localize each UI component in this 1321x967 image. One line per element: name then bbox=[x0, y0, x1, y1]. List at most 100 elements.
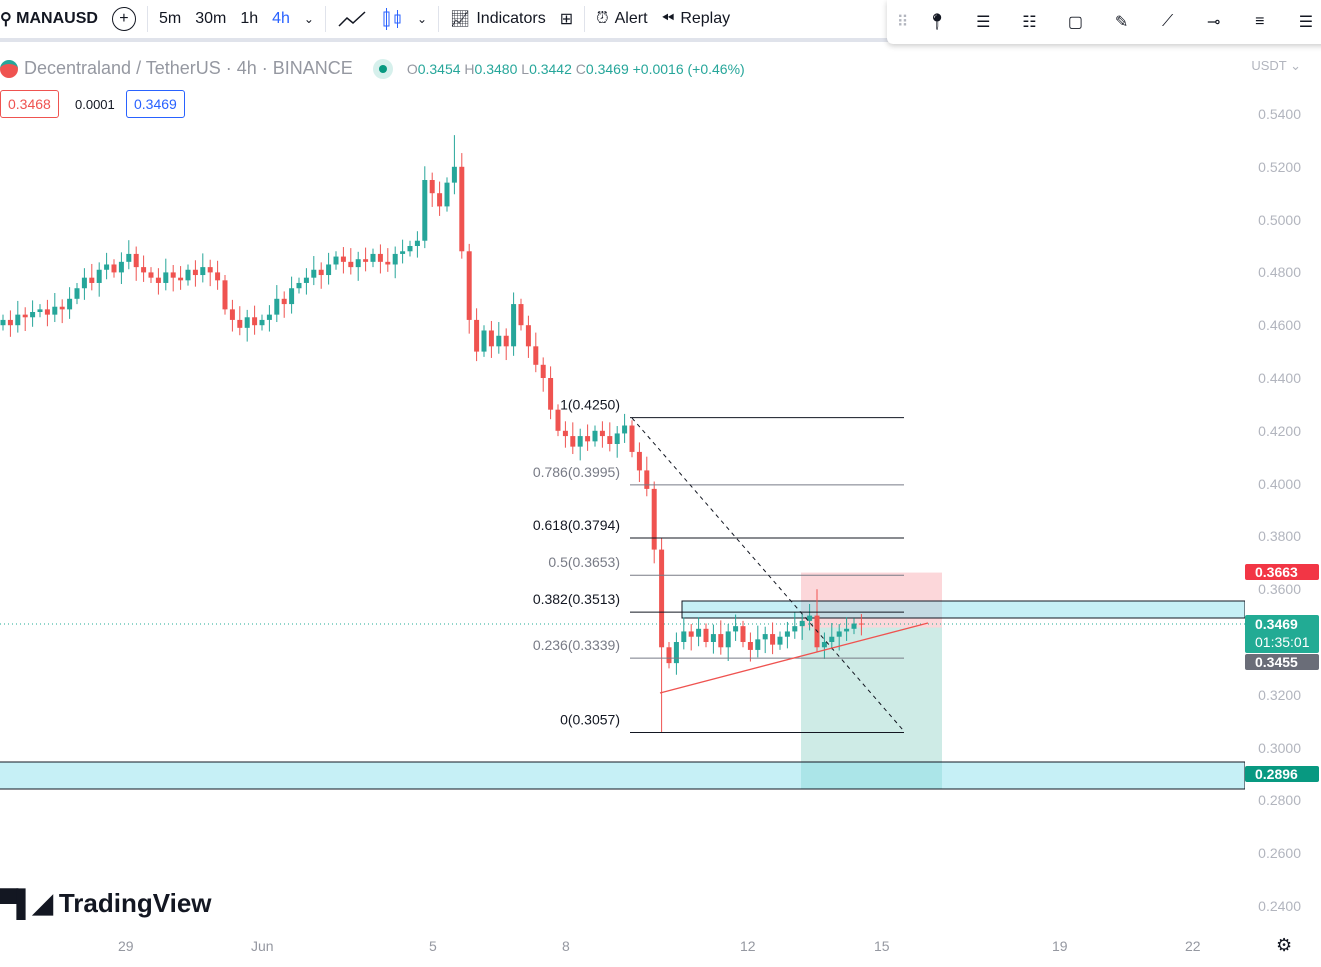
settings-gear-icon[interactable]: ⚙︎ bbox=[1276, 935, 1293, 955]
entry-price-tag: 0.3455 bbox=[1245, 654, 1319, 670]
parallel-channel-icon[interactable]: ☷ bbox=[1022, 14, 1037, 31]
candle-body bbox=[67, 298, 73, 310]
candle-body bbox=[326, 264, 332, 276]
chart-type-dropdown[interactable]: ⌄ bbox=[410, 0, 434, 38]
candle-body bbox=[229, 309, 235, 320]
candle-body bbox=[844, 628, 850, 632]
alert-button[interactable]: ⏰︎ Alert bbox=[589, 0, 654, 38]
candle-body bbox=[474, 319, 480, 352]
compare-button[interactable]: + bbox=[105, 0, 143, 38]
candle-body bbox=[244, 317, 250, 328]
indicators-icon: 📈︎ bbox=[450, 11, 471, 28]
replay-label: Replay bbox=[680, 10, 731, 27]
candle-body bbox=[488, 330, 494, 347]
indicators-button[interactable]: 📈︎ Indicators bbox=[443, 0, 553, 38]
candle-body bbox=[784, 631, 790, 637]
search-icon: ⚲ bbox=[0, 11, 17, 28]
candle-body bbox=[74, 288, 80, 299]
layouts-button[interactable]: ⊞ bbox=[553, 0, 580, 38]
candle-body bbox=[659, 549, 665, 648]
rectangle-icon[interactable]: ▢ bbox=[1067, 14, 1084, 31]
candle-body bbox=[710, 634, 716, 642]
trend-line-icon[interactable]: ⟋ bbox=[1162, 13, 1174, 30]
time-tick: 19 bbox=[1052, 938, 1068, 954]
price-tick: 0.2400 bbox=[1258, 898, 1301, 914]
drawing-toolbar: ⠿ 📍︎ ☰ ☷ ▢ ✎ ⟋ ⊸ ≡ ☰ bbox=[887, 0, 1321, 44]
price-tick: 0.4000 bbox=[1258, 475, 1301, 492]
candle-body bbox=[259, 319, 265, 326]
candle-body bbox=[533, 346, 539, 365]
candle-body bbox=[622, 425, 628, 434]
candle-body bbox=[385, 261, 391, 265]
candle-body bbox=[725, 631, 731, 648]
candle-body bbox=[311, 269, 317, 278]
price-tick: 0.5200 bbox=[1258, 158, 1301, 175]
time-tick: 12 bbox=[740, 938, 756, 954]
support-zone bbox=[0, 761, 1245, 790]
candle-body bbox=[141, 267, 147, 273]
candle-body bbox=[703, 628, 709, 642]
candle-body bbox=[400, 251, 406, 254]
chevron-down-icon: ⌄ bbox=[303, 12, 314, 26]
line-chart-button[interactable] bbox=[330, 0, 374, 38]
candle-body bbox=[355, 259, 361, 268]
currency-selector[interactable]: USDT ⌄ bbox=[1251, 58, 1301, 73]
candle-body bbox=[681, 631, 687, 642]
candle-body bbox=[303, 277, 309, 283]
time-tick: 5 bbox=[429, 938, 437, 954]
interval-30m[interactable]: 30m bbox=[195, 10, 227, 27]
symbol-search[interactable]: ⚲ MANAUSD bbox=[0, 0, 105, 38]
pin-icon[interactable]: 📍︎ bbox=[927, 14, 948, 31]
symbol-logo-icon bbox=[0, 59, 18, 78]
candle-body bbox=[607, 436, 613, 444]
candle-body bbox=[666, 647, 672, 664]
candle-body bbox=[503, 335, 509, 347]
line-chart-icon bbox=[338, 11, 366, 27]
more-tools-icon[interactable]: ☰ bbox=[1298, 14, 1314, 31]
buy-button[interactable]: 0.3469 bbox=[126, 90, 185, 118]
plus-circle-icon: + bbox=[111, 7, 136, 31]
candle-body bbox=[370, 253, 376, 262]
replay-button[interactable]: ⏪︎ Replay bbox=[655, 0, 738, 38]
candle-body bbox=[274, 298, 280, 315]
price-chart[interactable]: 1(0.4250) 0.786(0.3995) 0.618(0.3794) 0.5(0… bbox=[0, 0, 1245, 930]
candle-body bbox=[459, 166, 465, 252]
market-status-icon bbox=[372, 58, 393, 79]
brush-icon[interactable]: ✎ bbox=[1114, 14, 1129, 31]
candle-body bbox=[599, 430, 605, 437]
fib-trend-dashed-line bbox=[631, 417, 904, 731]
alert-label: Alert bbox=[614, 10, 648, 27]
candle-body bbox=[318, 269, 324, 276]
interval-5m[interactable]: 5m bbox=[158, 10, 182, 27]
candle-body bbox=[340, 256, 346, 262]
sell-button[interactable]: 0.3468 bbox=[0, 90, 59, 118]
drag-handle-icon[interactable]: ⠿ bbox=[896, 14, 909, 31]
candle-body bbox=[348, 261, 354, 268]
candle-body bbox=[52, 306, 58, 315]
stop-area bbox=[801, 572, 942, 628]
interval-1h[interactable]: 1h bbox=[240, 10, 259, 27]
symbol-title[interactable]: Decentraland / TetherUS · 4h · BINANCE bbox=[24, 58, 353, 78]
candle-body bbox=[755, 639, 761, 650]
chevron-down-icon: ⌄ bbox=[416, 12, 428, 26]
symbol-label: MANAUSD bbox=[16, 10, 98, 27]
candle-body bbox=[466, 251, 472, 320]
candle-body bbox=[422, 180, 428, 241]
horizontal-ray-icon[interactable]: ⊸ bbox=[1207, 14, 1221, 31]
candle-body bbox=[651, 488, 657, 550]
candles-button[interactable] bbox=[374, 0, 410, 38]
candle-body bbox=[96, 269, 102, 283]
interval-4h[interactable]: 4h bbox=[272, 10, 290, 27]
candle-body bbox=[377, 253, 383, 262]
candle-body bbox=[851, 623, 857, 629]
chart-legend: Decentraland / TetherUS · 4h · BINANCE O… bbox=[0, 58, 745, 79]
candle-body bbox=[178, 277, 184, 281]
tradingview-logo[interactable]: ▀▌◢ TradingView bbox=[0, 888, 212, 918]
candle-body bbox=[414, 240, 420, 246]
candle-body bbox=[548, 378, 554, 410]
horizontal-lines-icon[interactable]: ≡ bbox=[1255, 13, 1265, 30]
price-tick: 0.4200 bbox=[1258, 422, 1301, 439]
candle-body bbox=[81, 277, 87, 289]
fib-retracement-icon[interactable]: ☰ bbox=[976, 14, 991, 31]
interval-dropdown[interactable]: ⌄ bbox=[297, 0, 321, 38]
